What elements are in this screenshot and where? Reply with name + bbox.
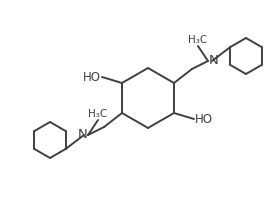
- Text: H₃C: H₃C: [188, 35, 207, 45]
- Text: N: N: [209, 55, 219, 68]
- Text: HO: HO: [195, 112, 213, 125]
- Text: H₃C: H₃C: [88, 109, 108, 119]
- Text: HO: HO: [83, 71, 101, 84]
- Text: N: N: [77, 128, 87, 141]
